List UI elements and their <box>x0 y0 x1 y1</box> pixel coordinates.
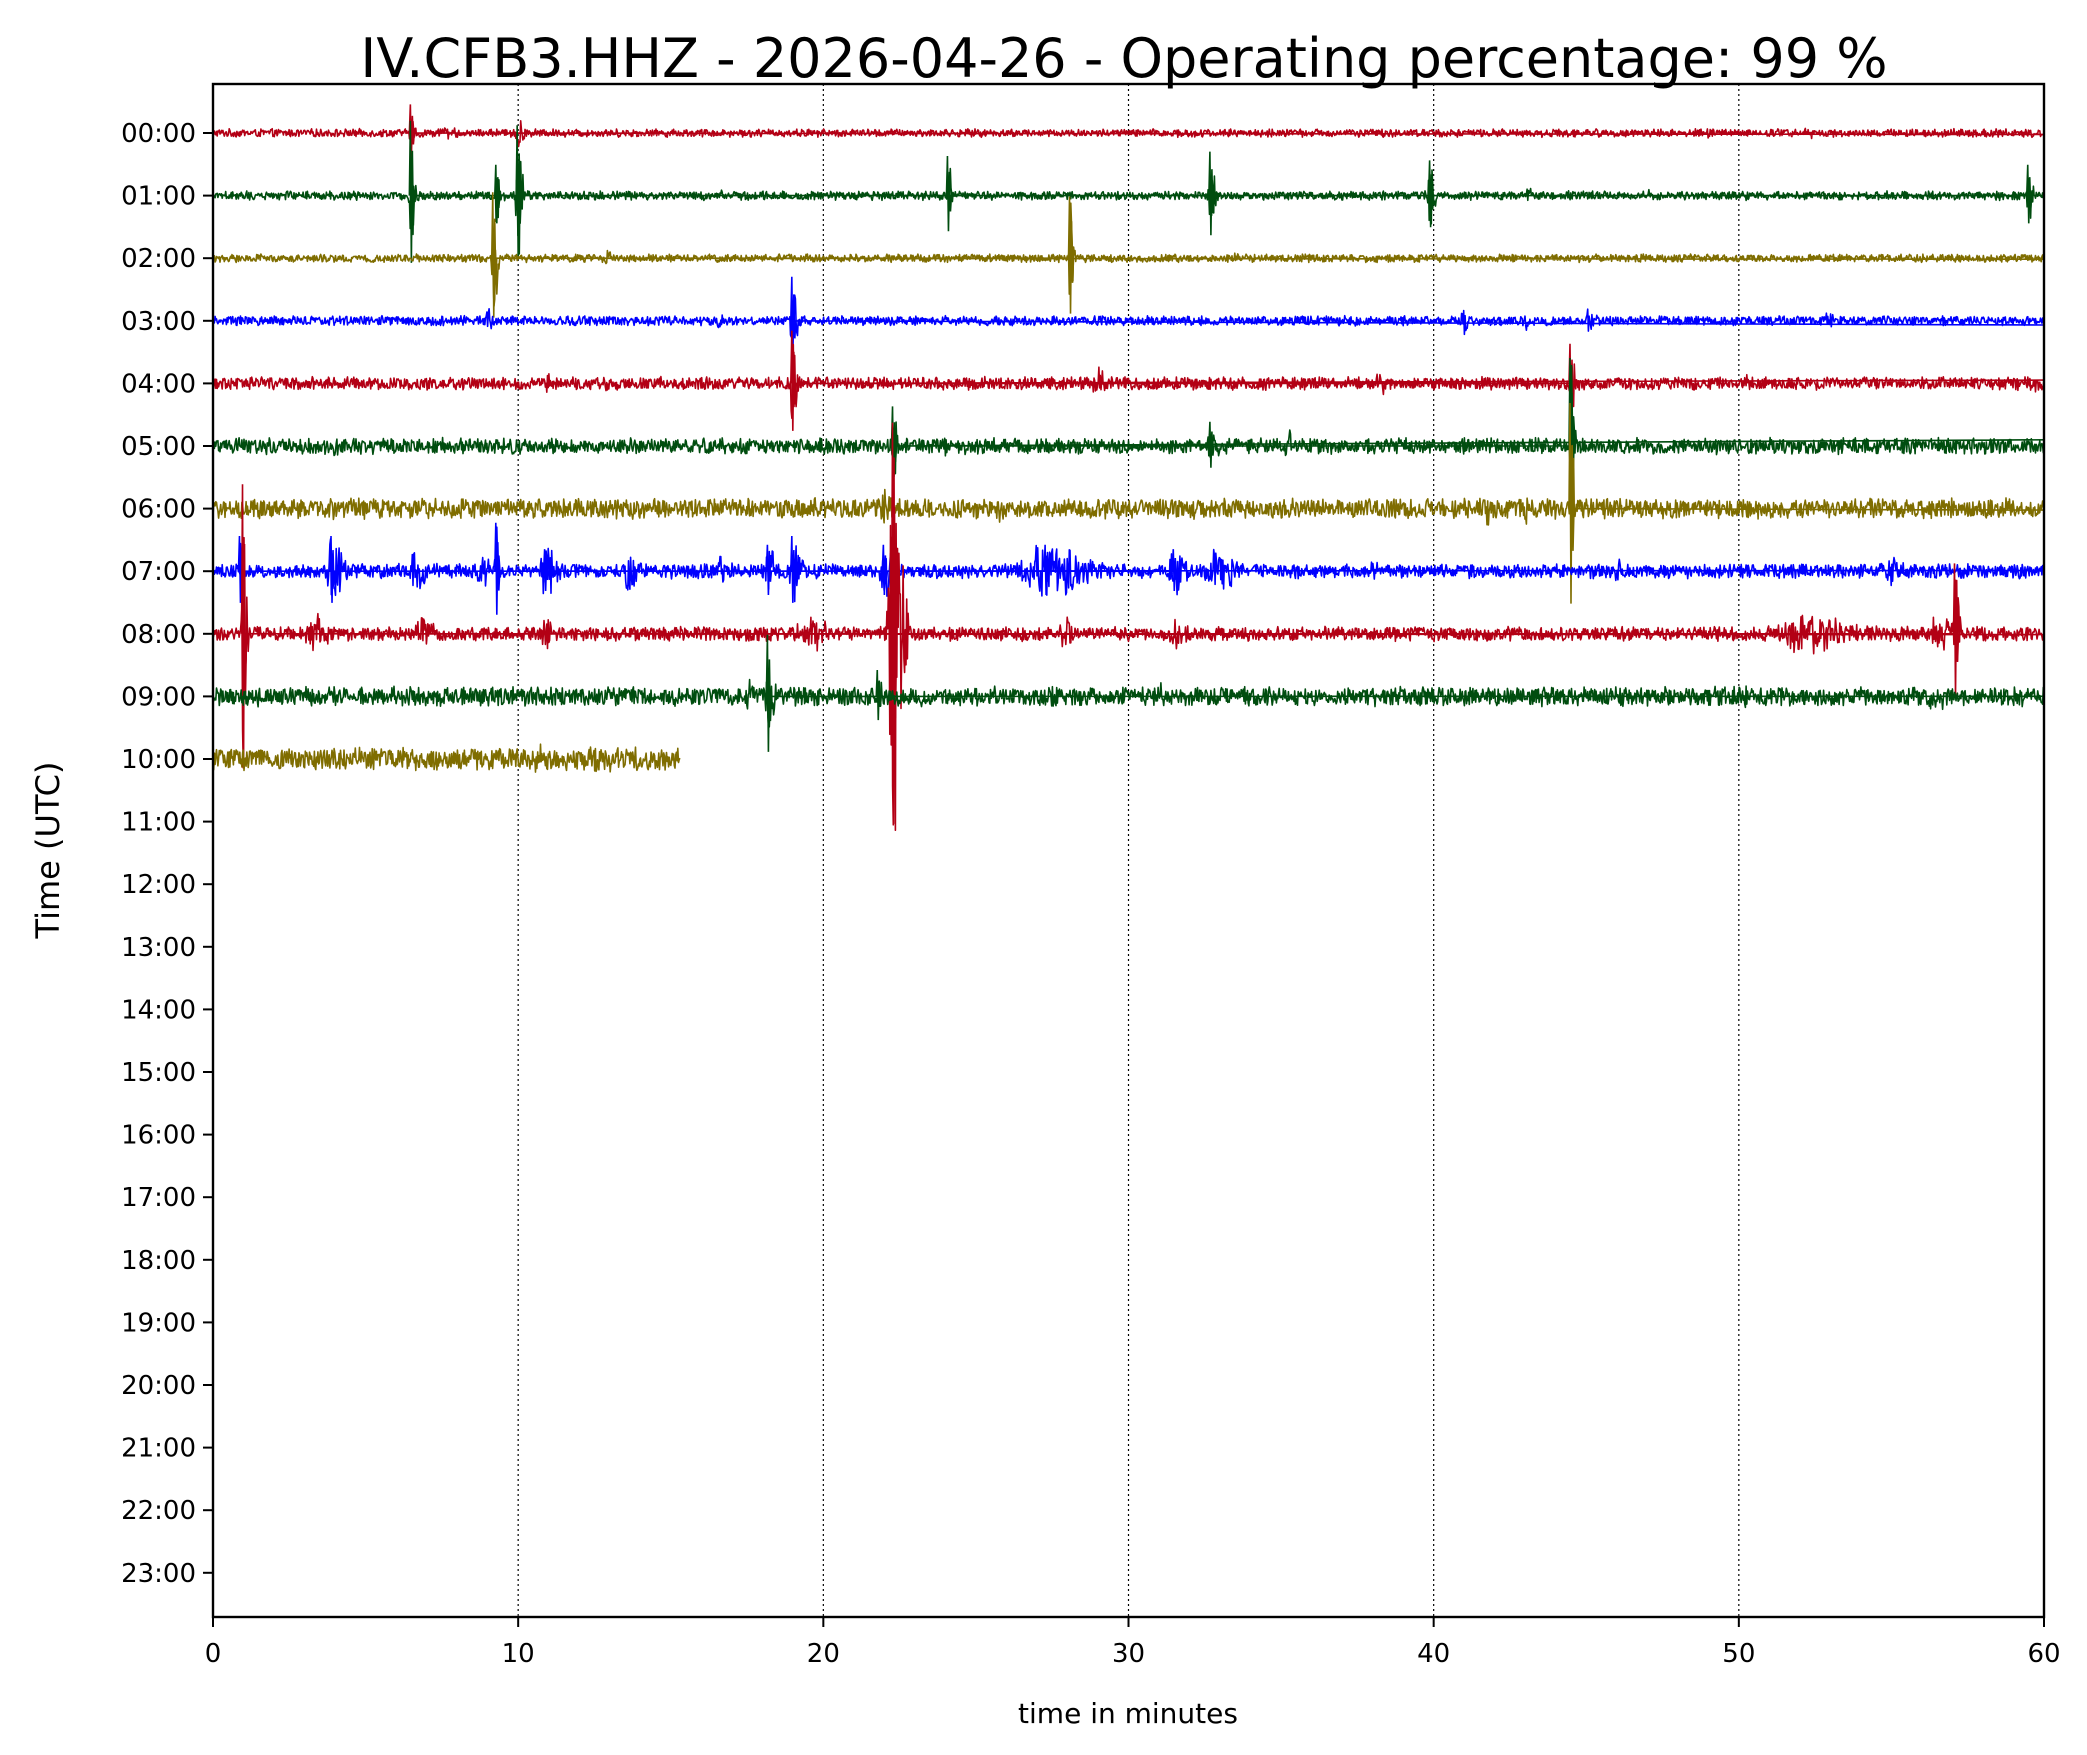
y-tick-label: 13:00 <box>121 933 196 963</box>
trace-spike <box>515 125 522 259</box>
trace-0400 <box>213 343 2044 420</box>
y-axis-ticks: 00:00 01:00 02:00 03:00 04:00 05:00 06:00 07:00… <box>121 119 213 1589</box>
y-axis-label: Time (UTC) <box>29 762 67 940</box>
x-tick-label: 20 <box>807 1639 840 1669</box>
y-tick-label: 23:00 <box>121 1559 196 1589</box>
chart-title: IV.CFB3.HHZ - 2026-04-26 - Operating per… <box>360 27 1887 90</box>
trace-spike <box>408 120 416 263</box>
y-tick-label: 16:00 <box>121 1121 196 1151</box>
y-tick-label: 04:00 <box>121 369 196 399</box>
x-axis-ticks: 0 10 20 30 40 50 60 <box>205 1617 2061 1669</box>
y-tick-label: 20:00 <box>121 1371 196 1401</box>
trace-spike <box>329 535 336 603</box>
y-tick-label: 09:00 <box>121 682 196 712</box>
trace-spike <box>790 276 797 361</box>
y-tick-label: 19:00 <box>121 1308 196 1338</box>
trace-spike <box>2025 164 2033 224</box>
trace-spike <box>1208 151 1215 236</box>
trace-spike <box>881 544 889 595</box>
trace-spike <box>494 522 501 615</box>
y-tick-label: 05:00 <box>121 432 196 462</box>
y-tick-label: 21:00 <box>121 1434 196 1464</box>
trace-spike <box>1171 549 1179 592</box>
trace-spike <box>790 535 797 603</box>
trace-spike <box>1043 544 1050 595</box>
x-tick-label: 0 <box>205 1639 222 1669</box>
trace-0900 <box>213 678 2044 729</box>
trace-0000 <box>213 119 2044 148</box>
y-tick-label: 00:00 <box>121 119 196 149</box>
y-tick-label: 03:00 <box>121 307 196 337</box>
y-tick-label: 17:00 <box>121 1183 196 1213</box>
trace-spike <box>408 104 416 159</box>
trace-spike <box>765 634 773 752</box>
y-tick-label: 10:00 <box>121 745 196 775</box>
trace-spike <box>1427 160 1435 228</box>
y-tick-label: 01:00 <box>121 182 196 212</box>
x-tick-label: 50 <box>1722 1639 1755 1669</box>
trace-spike <box>890 406 898 482</box>
trace-spike <box>1208 421 1215 468</box>
trace-spike <box>490 192 498 318</box>
trace-0300 <box>213 294 2044 343</box>
trace-0200 <box>213 202 2044 307</box>
y-tick-label: 12:00 <box>121 870 196 900</box>
y-tick-label: 08:00 <box>121 620 196 650</box>
trace-spike <box>945 155 953 232</box>
trace-1000 <box>213 743 681 773</box>
trace-0700 <box>213 526 2044 603</box>
y-tick-label: 15:00 <box>121 1058 196 1088</box>
trace-spike <box>790 330 797 431</box>
x-axis-label: time in minutes <box>1018 1697 1238 1730</box>
trace-spike <box>542 549 550 592</box>
y-tick-label: 14:00 <box>121 995 196 1025</box>
trace-spike <box>1952 563 1960 698</box>
trace-spike <box>1568 402 1575 604</box>
grid-lines <box>517 84 1740 1617</box>
y-tick-label: 18:00 <box>121 1246 196 1276</box>
trace-0500 <box>213 364 2044 481</box>
x-tick-label: 40 <box>1417 1639 1450 1669</box>
x-tick-label: 30 <box>1112 1639 1145 1669</box>
trace-0600 <box>213 443 2044 527</box>
y-tick-label: 07:00 <box>121 557 196 587</box>
trace-spike <box>494 164 501 224</box>
trace-0800 <box>213 457 2044 832</box>
y-tick-label: 02:00 <box>121 244 196 274</box>
trace-spike <box>1067 196 1075 314</box>
y-tick-label: 06:00 <box>121 495 196 525</box>
x-tick-label: 60 <box>2027 1639 2060 1669</box>
y-tick-label: 11:00 <box>121 808 196 838</box>
seismic-traces <box>213 104 2044 832</box>
y-tick-label: 22:00 <box>121 1496 196 1526</box>
trace-spike <box>875 669 883 721</box>
trace-spike <box>765 544 773 595</box>
trace-spike <box>890 422 898 824</box>
trace-spike <box>240 484 248 769</box>
x-tick-label: 10 <box>502 1639 535 1669</box>
